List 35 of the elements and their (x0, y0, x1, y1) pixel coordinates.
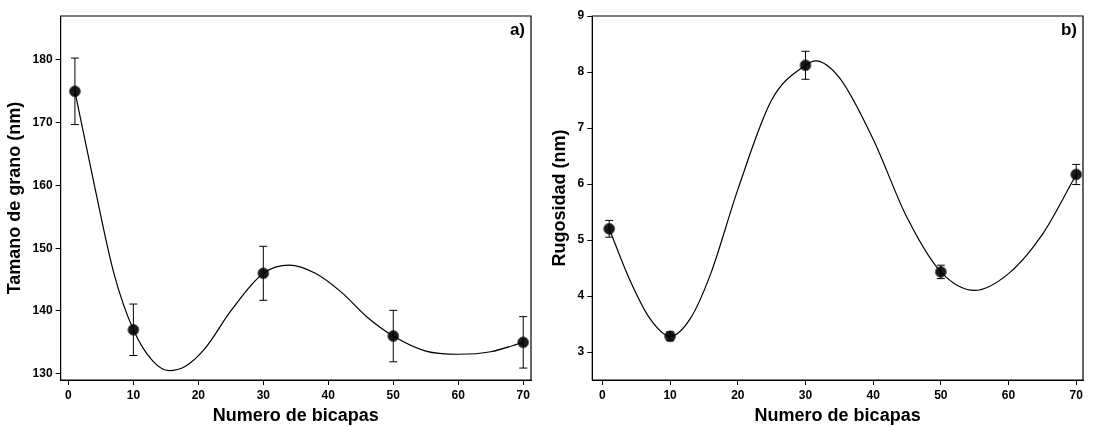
x-tick-label: 30 (798, 387, 813, 402)
y-tick-label: 7 (577, 120, 585, 135)
y-tick-label: 150 (32, 240, 53, 255)
y-tick-label: 8 (577, 64, 585, 79)
x-tick-label: 40 (866, 387, 881, 402)
y-tick-label: 170 (32, 115, 53, 129)
x-tick-label: 70 (516, 387, 531, 402)
y-tick-label: 6 (577, 176, 585, 191)
y-tick-label: 130 (32, 366, 53, 381)
x-tick-label: 30 (256, 387, 271, 402)
x-axis-title: Numero de bicapas (754, 405, 921, 426)
x-tick-label: 0 (599, 387, 607, 402)
y-tick-label: 3 (577, 344, 585, 359)
annotation: b) (1060, 20, 1077, 40)
x-axis-title: Numero de bicapas (212, 405, 379, 426)
x-tick-label: 60 (1001, 387, 1016, 402)
y-tick-label: 160 (32, 177, 53, 192)
y-tick-label: 5 (577, 232, 585, 247)
annotation: a) (509, 20, 525, 40)
x-tick-label: 70 (1069, 387, 1084, 402)
x-tick-label: 50 (934, 387, 948, 402)
y-axis-title: Rugosidad (nm) (548, 129, 569, 267)
y-tick-label: 4 (577, 288, 585, 303)
x-tick-label: 60 (451, 387, 466, 402)
x-tick-label: 20 (731, 387, 745, 402)
x-tick-label: 20 (191, 387, 206, 402)
x-tick-label: 10 (126, 387, 141, 402)
y-axis-title: Tamano de grano (nm) (3, 101, 24, 295)
y-tick-label: 180 (32, 52, 53, 67)
y-tick-label: 140 (32, 303, 53, 318)
x-tick-label: 10 (663, 387, 678, 402)
y-tick-label: 9 (577, 8, 585, 23)
x-tick-label: 50 (386, 387, 401, 402)
x-tick-label: 0 (65, 387, 73, 402)
x-tick-label: 40 (321, 387, 336, 402)
